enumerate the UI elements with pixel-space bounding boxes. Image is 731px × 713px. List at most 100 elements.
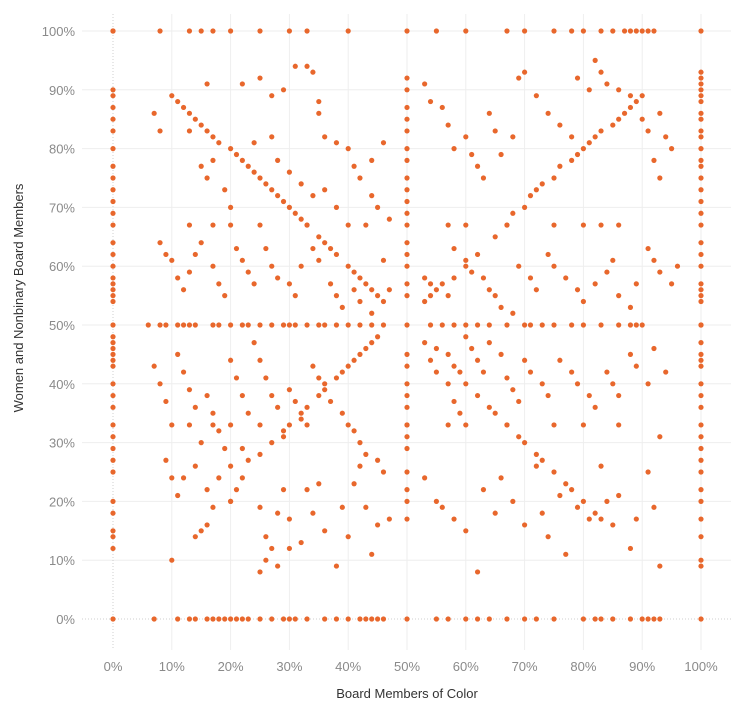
data-point — [698, 487, 704, 493]
data-point — [533, 616, 539, 622]
data-point — [286, 545, 292, 552]
data-point — [151, 110, 157, 116]
data-point — [492, 410, 498, 416]
x-tick-label: 80% — [570, 659, 596, 674]
data-point — [257, 75, 263, 81]
data-point — [351, 428, 357, 434]
data-point — [322, 528, 328, 534]
data-point — [363, 616, 369, 622]
data-point — [322, 134, 328, 140]
data-point — [292, 398, 298, 405]
data-point — [345, 322, 351, 328]
data-point — [110, 275, 116, 281]
data-point — [110, 281, 116, 287]
data-point — [551, 469, 557, 475]
data-point — [698, 469, 704, 475]
data-point — [539, 457, 545, 463]
data-point — [180, 475, 187, 481]
data-point — [645, 616, 651, 622]
data-point — [228, 322, 234, 328]
data-point — [569, 369, 575, 375]
data-point — [445, 351, 451, 357]
data-point — [404, 175, 410, 181]
data-point — [657, 175, 663, 181]
data-point — [233, 616, 240, 622]
data-point — [639, 322, 645, 328]
data-point — [327, 281, 334, 287]
data-point — [451, 245, 457, 252]
data-point — [557, 492, 563, 499]
data-point — [304, 28, 310, 34]
data-point — [280, 434, 287, 440]
data-point — [316, 322, 322, 328]
data-point — [339, 304, 345, 310]
x-tick-label: 30% — [276, 659, 302, 674]
data-point — [522, 204, 528, 210]
data-point — [580, 616, 587, 622]
data-point — [304, 422, 310, 428]
data-point — [345, 363, 351, 369]
data-point — [380, 322, 387, 328]
data-point — [257, 175, 263, 181]
data-point — [674, 263, 681, 269]
data-point — [698, 110, 704, 116]
data-point — [463, 257, 469, 263]
data-point — [486, 287, 492, 293]
data-point — [110, 104, 116, 111]
data-point — [616, 492, 622, 499]
data-point — [580, 298, 587, 305]
data-point — [698, 516, 704, 522]
data-point — [357, 322, 363, 328]
data-point — [175, 98, 181, 105]
data-point — [251, 281, 257, 287]
data-point — [369, 310, 375, 316]
data-point — [404, 487, 410, 493]
data-point — [110, 263, 116, 269]
data-point — [698, 404, 704, 410]
data-point — [239, 157, 245, 163]
data-point — [480, 275, 487, 281]
data-point — [439, 281, 445, 287]
data-point — [204, 392, 210, 399]
data-point — [110, 322, 116, 328]
data-point — [569, 487, 575, 493]
data-point — [463, 422, 469, 428]
data-point — [563, 275, 569, 281]
data-point — [110, 340, 116, 346]
data-point — [633, 363, 639, 369]
data-point — [228, 616, 234, 622]
data-point — [404, 240, 410, 246]
data-point — [322, 322, 328, 328]
data-point — [304, 487, 310, 493]
data-point — [363, 451, 369, 457]
data-point — [698, 293, 704, 299]
data-point — [533, 451, 539, 457]
data-point — [404, 146, 410, 152]
data-point — [557, 163, 563, 169]
data-point — [527, 369, 534, 375]
data-point — [698, 445, 704, 452]
data-point — [380, 257, 387, 263]
data-point — [627, 304, 634, 310]
data-point — [257, 28, 263, 34]
data-point — [557, 122, 563, 128]
data-point — [427, 293, 434, 299]
data-point — [592, 57, 598, 64]
data-point — [633, 28, 639, 34]
data-point — [404, 75, 410, 81]
x-tick-label: 100% — [684, 659, 718, 674]
data-point — [298, 216, 304, 222]
data-point — [498, 351, 504, 357]
data-point — [210, 157, 216, 163]
data-point — [198, 163, 204, 169]
data-point — [228, 222, 234, 228]
data-point — [516, 434, 522, 440]
data-point — [645, 245, 651, 252]
data-point — [263, 181, 269, 187]
data-point — [233, 151, 240, 158]
data-point — [110, 345, 116, 352]
data-point — [404, 616, 410, 622]
data-point — [522, 322, 528, 328]
data-point — [404, 498, 410, 504]
data-point — [245, 457, 251, 463]
